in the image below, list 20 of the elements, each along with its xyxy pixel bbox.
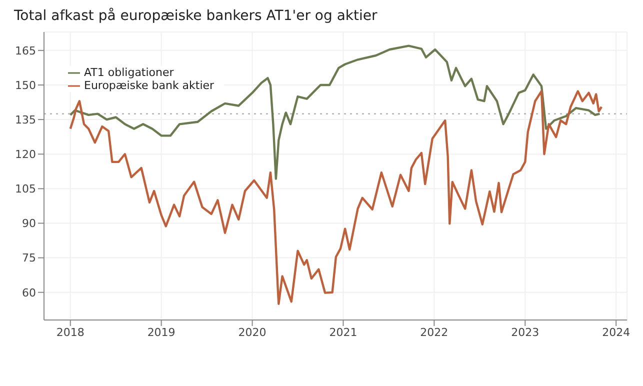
legend-label: Europæiske bank aktier	[84, 79, 214, 92]
y-tick-label: 105	[15, 182, 36, 196]
x-tick-label: 2018	[56, 326, 84, 339]
y-tick-label: 120	[15, 148, 36, 162]
line-series	[69, 44, 601, 180]
y-tick-label: 60	[22, 286, 36, 300]
y-tick-label: 135	[15, 113, 36, 126]
x-tick-label: 2022	[420, 326, 448, 339]
legend-label: AT1 obligationer	[84, 66, 174, 79]
y-tick-label: 150	[15, 78, 36, 92]
x-tick-label: 2021	[329, 326, 358, 339]
chart-title: Total afkast på europæiske bankers AT1'er og aktier	[14, 8, 378, 26]
y-tick-label: 165	[15, 44, 36, 58]
x-tick-label: 2020	[238, 326, 266, 339]
line-series	[69, 90, 603, 305]
x-tick-label: 2024	[602, 326, 630, 339]
y-tick-label: 75	[22, 252, 36, 265]
x-tick-label: 2019	[147, 326, 176, 339]
x-tick-label: 2023	[511, 326, 540, 339]
y-tick-label: 90	[22, 217, 36, 230]
